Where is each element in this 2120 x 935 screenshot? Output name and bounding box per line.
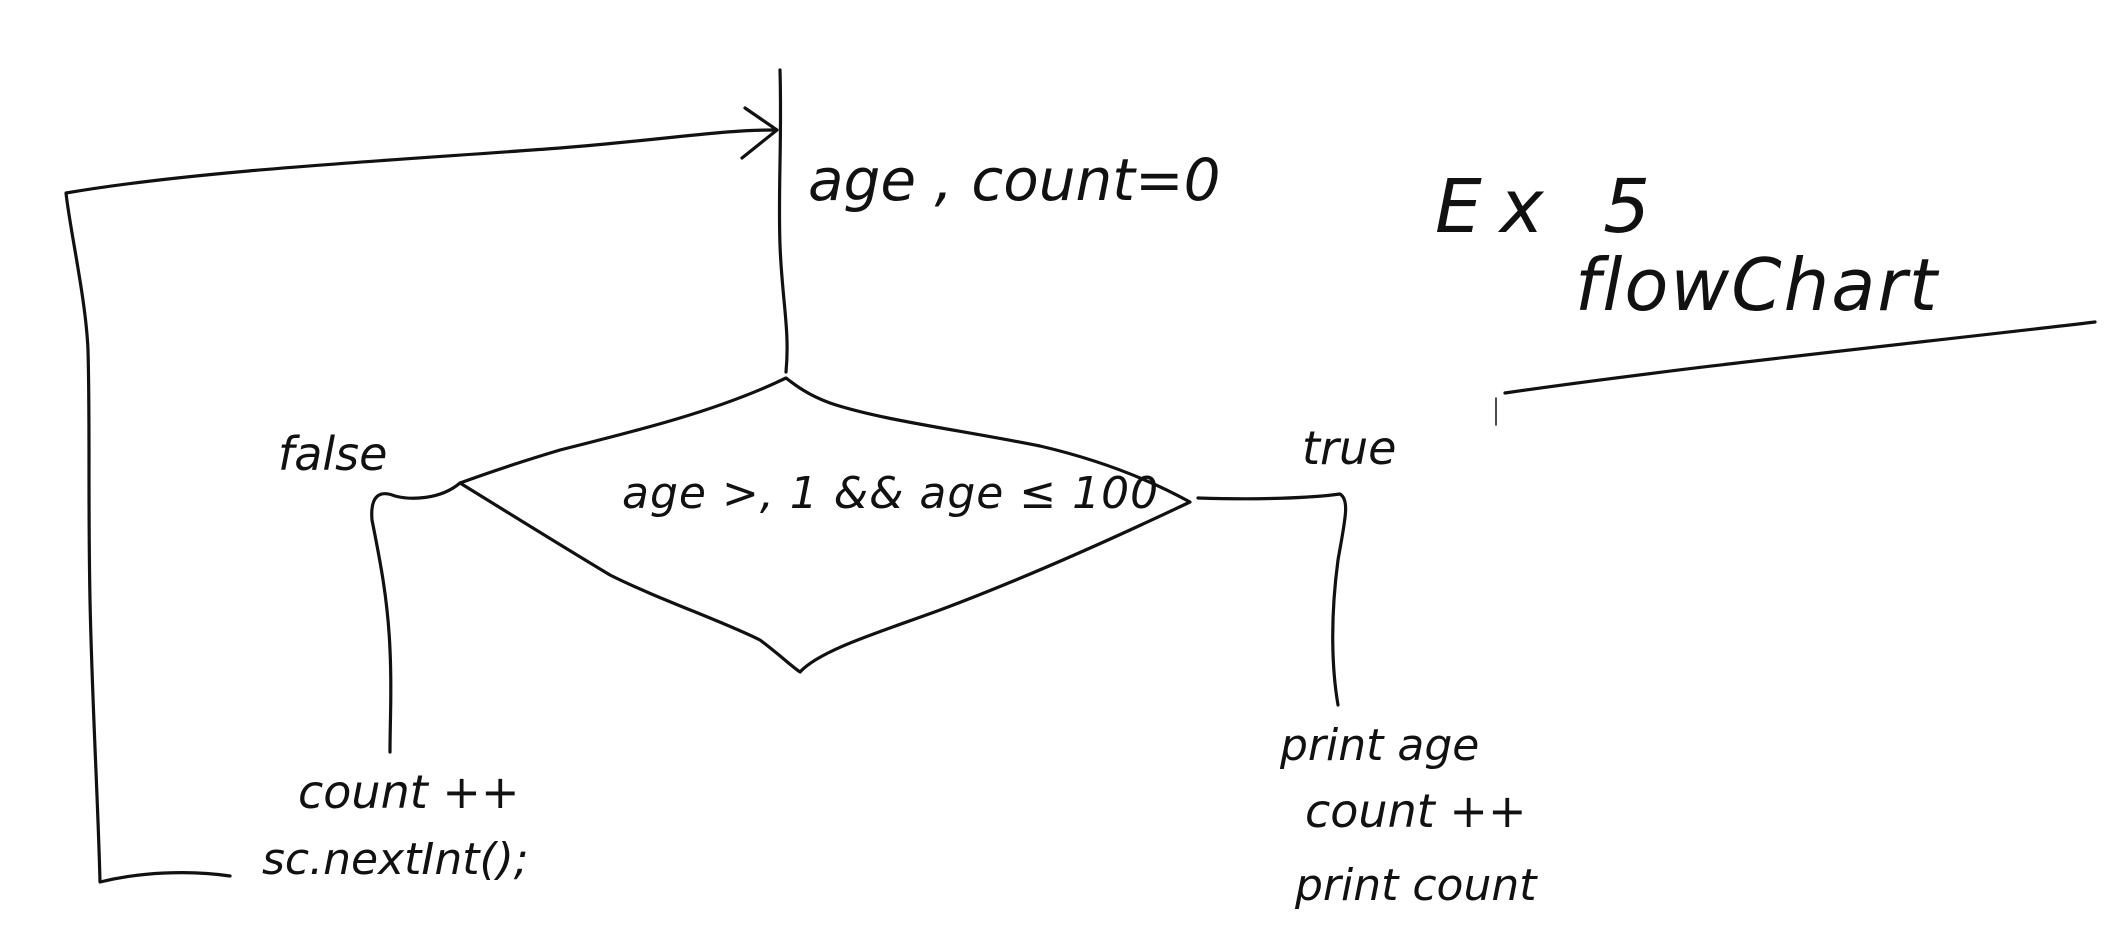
false-block-line-2: sc.nextInt(); <box>262 834 529 885</box>
true-block-line-1: print age <box>1279 720 1479 771</box>
false-branch-label: false <box>278 427 387 481</box>
true-block-line-2: count ++ <box>1305 784 1527 838</box>
decision-condition: age >, 1 && age ≤ 100 <box>622 468 1159 519</box>
loop-arrow-head <box>740 106 779 160</box>
title-underline <box>1503 320 2097 395</box>
decision-diamond <box>458 376 1192 674</box>
true-block-line-3: print count <box>1294 860 1538 911</box>
false-block-line-1: count ++ <box>298 765 520 819</box>
title-line-1: Ex 5 <box>1435 164 1668 250</box>
false-branch-line <box>370 481 462 754</box>
title-line-2: flowChart <box>1575 243 1940 327</box>
true-branch-line <box>1196 492 1348 707</box>
init-label: age , count=0 <box>808 146 1221 214</box>
loop-back-line <box>64 128 777 884</box>
true-branch-label: true <box>1302 421 1396 475</box>
entry-line <box>777 68 789 374</box>
